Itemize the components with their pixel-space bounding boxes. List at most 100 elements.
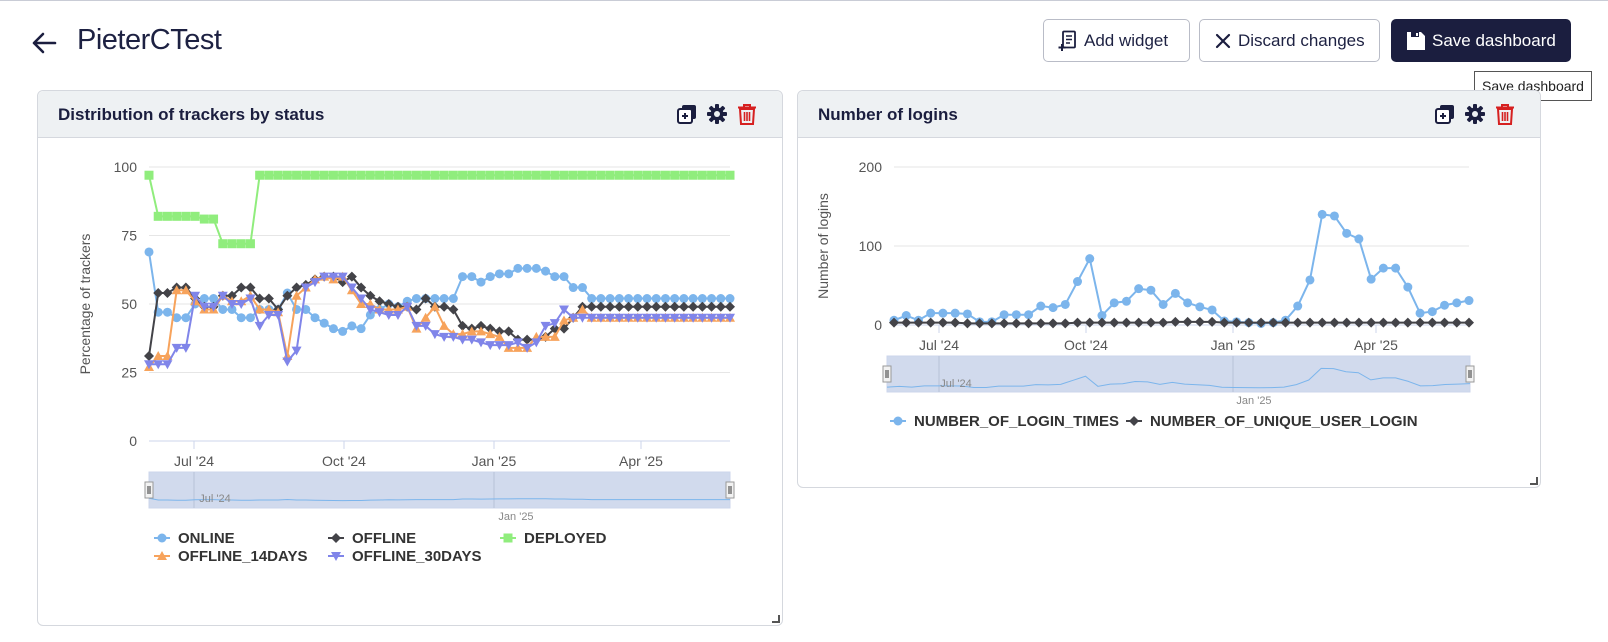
data-point	[282, 357, 293, 367]
data-point	[338, 326, 348, 336]
widget-actions	[1434, 103, 1516, 125]
data-point	[633, 294, 643, 304]
trash-icon[interactable]	[1494, 103, 1516, 125]
legend-symbol	[157, 533, 167, 543]
data-point	[162, 307, 172, 317]
data-point	[466, 326, 477, 336]
data-point	[153, 288, 164, 299]
series-offline-30days	[144, 272, 735, 370]
navigator-handle[interactable]	[725, 481, 735, 499]
discard-changes-button[interactable]: Discard changes	[1199, 19, 1380, 62]
data-point	[1353, 317, 1364, 328]
data-point	[1341, 317, 1352, 328]
data-point	[715, 301, 726, 312]
legend-item-offline-14days[interactable]: OFFLINE_14DAYS	[154, 548, 308, 565]
y-tick-label: 25	[121, 365, 137, 381]
x-tick-label: Oct '24	[322, 453, 366, 469]
handle-grip	[725, 481, 735, 499]
data-point	[245, 294, 256, 304]
data-point	[624, 170, 634, 180]
add-widget-label: Add widget	[1084, 30, 1169, 50]
handle-grip	[144, 481, 154, 499]
legend-item-online[interactable]: ONLINE	[154, 530, 235, 547]
data-point	[458, 272, 468, 282]
resize-handle[interactable]	[1530, 477, 1538, 485]
data-point	[254, 321, 265, 331]
handle-lines	[1468, 370, 1472, 378]
data-point	[901, 311, 911, 321]
data-point	[678, 301, 689, 312]
data-point	[1170, 316, 1181, 327]
data-point	[670, 170, 680, 180]
close-icon	[1215, 33, 1231, 48]
data-point	[420, 321, 431, 331]
data-point	[1305, 275, 1315, 285]
duplicate-icon[interactable]	[676, 103, 698, 125]
data-point	[430, 170, 440, 180]
widget-title: Number of logins	[818, 105, 958, 124]
back-button[interactable]	[30, 30, 58, 56]
data-point	[319, 272, 330, 282]
gear-icon[interactable]	[1464, 103, 1486, 125]
data-point	[144, 351, 154, 362]
legend-label: ONLINE	[178, 530, 235, 547]
data-point	[559, 170, 569, 180]
data-point	[522, 170, 532, 180]
data-point	[577, 313, 588, 323]
save-dashboard-button[interactable]: Save dashboard	[1391, 19, 1571, 62]
data-point	[1121, 317, 1132, 328]
window-top-border	[0, 0, 1608, 3]
data-point	[1342, 228, 1352, 238]
data-point	[660, 301, 671, 312]
data-point	[448, 304, 459, 315]
data-point	[595, 301, 606, 312]
data-point	[245, 282, 256, 293]
duplicate-icon[interactable]	[1434, 103, 1456, 125]
data-point	[651, 170, 661, 180]
data-point	[913, 317, 924, 328]
data-point	[153, 351, 164, 361]
x-tick-label: Jan '25	[1211, 337, 1256, 353]
data-point	[374, 308, 385, 318]
data-point	[623, 313, 634, 323]
legend-item-offline[interactable]: OFFLINE	[328, 530, 416, 547]
data-point	[614, 301, 625, 312]
data-point	[1109, 298, 1119, 308]
gear-icon[interactable]	[706, 103, 728, 125]
data-point	[273, 170, 283, 180]
legend-item-number-of-unique-user-login[interactable]: NUMBER_OF_UNIQUE_USER_LOGIN	[1126, 413, 1418, 430]
data-point	[614, 170, 624, 180]
data-point	[181, 211, 191, 221]
data-point	[1011, 318, 1022, 329]
data-point	[706, 313, 717, 323]
legend-item-offline-30days[interactable]: OFFLINE_30DAYS	[328, 548, 482, 565]
data-point	[1415, 317, 1426, 328]
widget-tracker-status: Distribution of trackers by status 0 25 50…	[37, 90, 783, 626]
add-widget-button[interactable]: Add widget	[1043, 19, 1190, 62]
data-point	[153, 211, 163, 221]
navigator-handle[interactable]	[144, 481, 154, 499]
navigator-handle[interactable]	[1465, 365, 1475, 383]
data-point	[559, 272, 569, 282]
data-point	[513, 170, 523, 180]
legend-item-deployed[interactable]: DEPLOYED	[500, 530, 607, 547]
data-point	[485, 272, 495, 282]
data-point	[1378, 317, 1389, 328]
x-tick-label: Jul '24	[919, 337, 959, 353]
legend-label: OFFLINE_30DAYS	[352, 548, 482, 565]
data-point	[1133, 317, 1144, 328]
data-point	[356, 282, 367, 293]
data-point	[346, 271, 357, 282]
resize-handle[interactable]	[772, 615, 780, 623]
data-point	[420, 312, 431, 322]
floppy-disk-icon	[1407, 31, 1425, 50]
widget-actions	[676, 103, 758, 125]
navigator-label: Jan '25	[498, 511, 533, 523]
data-point	[550, 272, 560, 282]
data-point	[494, 170, 504, 180]
navigator-handle[interactable]	[882, 365, 892, 383]
tracker-status-chart: 0 25 50 75 100 Jul '24 Oct '24 Jan '25 Apr '25 Pe…	[77, 159, 735, 565]
trash-icon[interactable]	[736, 103, 758, 125]
y-tick-label: 100	[859, 238, 883, 254]
legend-item-number-of-login-times[interactable]: NUMBER_OF_LOGIN_TIMES	[890, 413, 1119, 430]
